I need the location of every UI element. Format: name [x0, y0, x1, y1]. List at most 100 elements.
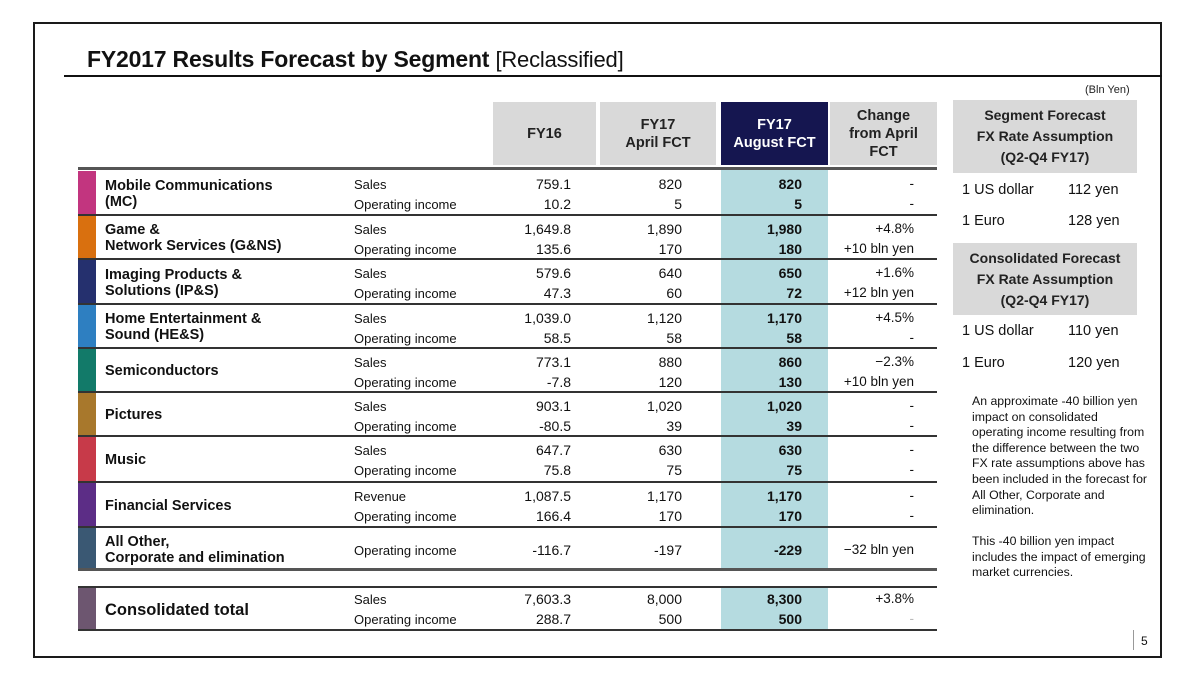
- cell-chg: -: [909, 442, 915, 457]
- page-title: FY2017 Results Forecast by Segment [Recl…: [87, 46, 624, 73]
- cell-fy16: 1,039.0: [524, 310, 571, 326]
- segment-name: Semiconductors: [105, 349, 219, 393]
- cell-fy16: 1,649.8: [524, 221, 571, 237]
- metric-label: Sales: [354, 266, 387, 281]
- column-header-change: Change from April FCT: [830, 102, 937, 165]
- row-divider: [78, 303, 937, 305]
- table-row: Sales 1,039.0 1,120 1,170 +4.5%: [78, 307, 937, 329]
- table-row: Operating income 135.6 170 180 +10 bln yen: [78, 238, 937, 260]
- fx-header-line: (Q2-Q4 FY17): [1000, 149, 1090, 165]
- table-row: Operating income 58.5 58 58 -: [78, 327, 937, 349]
- metric-label: Operating income: [354, 197, 457, 212]
- cell-fy16: 773.1: [535, 354, 571, 370]
- table-row: Operating income 166.4 170 170 -: [78, 505, 937, 527]
- currency-label: 1 US dollar: [962, 182, 1034, 198]
- currency-label: 1 Euro: [962, 355, 1005, 371]
- segment-name-line: Semiconductors: [105, 363, 219, 379]
- cell-fy16: 1,087.5: [524, 488, 571, 504]
- metric-label: Operating income: [354, 242, 457, 257]
- cell-fy16: -7.8: [546, 374, 571, 390]
- cell-fy16: 903.1: [535, 398, 571, 414]
- segment-name: Financial Services: [105, 483, 232, 528]
- cell-chg: -: [909, 508, 915, 523]
- cell-fy16: 647.7: [535, 442, 571, 458]
- table-row: Operating income 75.8 75 75 -: [78, 459, 937, 481]
- table-row: Operating income -80.5 39 39 -: [78, 415, 937, 437]
- segment-name: Imaging Products & Solutions (IP&S): [105, 260, 242, 305]
- cell-apr: 5: [674, 196, 682, 212]
- table-row: Sales 759.1 820 820 -: [78, 173, 937, 195]
- column-header-label: from April: [849, 125, 918, 142]
- metric-label: Operating income: [354, 463, 457, 478]
- segment-color-stripe: [78, 349, 96, 393]
- header-rule: [78, 167, 937, 170]
- segment-row: All Other, Corporate and elimination Opera…: [78, 528, 937, 571]
- emerging-markets-note: This -40 billion yen impact includes the…: [972, 534, 1146, 580]
- segment-color-stripe: [78, 171, 96, 216]
- metric-label: Sales: [354, 222, 387, 237]
- fx-header-line: FX Rate Assumption: [976, 128, 1114, 144]
- column-header-label: Change: [856, 107, 911, 124]
- cell-apr: 500: [658, 611, 682, 627]
- table-row: Sales 1,649.8 1,890 1,980 +4.8%: [78, 218, 937, 240]
- metric-label: Operating income: [354, 375, 457, 390]
- cell-chg: +10 bln yen: [843, 374, 914, 389]
- cell-aug: 1,980: [766, 221, 802, 237]
- cell-apr: 60: [666, 285, 682, 301]
- cell-apr: 39: [666, 418, 682, 434]
- cell-aug: 860: [778, 354, 802, 370]
- cell-chg: −2.3%: [875, 354, 914, 369]
- column-header-label: FY17: [757, 116, 792, 133]
- cell-fy16: 759.1: [535, 176, 571, 192]
- rate-value: 128 yen: [1068, 213, 1120, 229]
- column-header-label: FCT: [869, 143, 898, 160]
- segment-row: Mobile Communications (MC) Sales 759.1 820 82…: [78, 171, 937, 216]
- cell-aug: -229: [773, 542, 802, 558]
- column-header-label: FY17: [640, 116, 676, 133]
- segment-name-line: Music: [105, 452, 147, 468]
- currency-label: 1 Euro: [962, 213, 1005, 229]
- cell-chg: +4.5%: [875, 310, 914, 325]
- metric-label: Sales: [354, 177, 387, 192]
- column-header-april-fct: FY17 April FCT: [600, 102, 716, 165]
- segment-name-line: Pictures: [105, 407, 163, 423]
- segment-row: Home Entertainment & Sound (HE&S) Sales 1,0…: [78, 305, 937, 349]
- cell-aug: 8,300: [766, 591, 802, 607]
- segment-row: Financial Services Revenue 1,087.5 1,170 1,1…: [78, 483, 937, 528]
- cell-aug: 650: [778, 265, 802, 281]
- segment-name-line: Financial Services: [105, 497, 232, 514]
- row-divider: [78, 629, 937, 631]
- total-top-rule: [78, 586, 937, 588]
- rate-value: 120 yen: [1068, 355, 1120, 371]
- segment-name: Pictures: [105, 393, 162, 437]
- metric-label: Operating income: [354, 286, 457, 301]
- cell-fy16: 166.4: [535, 508, 571, 524]
- cell-fy16: 579.6: [535, 265, 571, 281]
- august-fct-highlight-band: [721, 170, 828, 630]
- segment-color-stripe: [78, 393, 96, 437]
- row-divider: [78, 435, 937, 437]
- cell-aug: 630: [778, 442, 802, 458]
- metric-label: Operating income: [354, 509, 457, 524]
- cell-fy16: 58.5: [543, 330, 571, 346]
- segment-color-stripe: [78, 528, 96, 571]
- metric-label: Operating income: [354, 543, 457, 558]
- segment-name-line: Imaging Products &: [105, 266, 242, 283]
- cell-fy16: 135.6: [535, 241, 571, 257]
- cell-chg: +10 bln yen: [843, 241, 914, 256]
- cell-apr: 630: [658, 442, 682, 458]
- segment-color-stripe: [78, 483, 96, 528]
- segment-name-line: Mobile Communications: [105, 177, 273, 194]
- cell-chg: -: [909, 398, 915, 413]
- cell-aug: 820: [778, 176, 802, 192]
- cell-aug: 130: [778, 374, 802, 390]
- cell-apr: 1,120: [646, 310, 682, 326]
- table-row: Sales 903.1 1,020 1,020 -: [78, 395, 937, 417]
- table-row: Revenue 1,087.5 1,170 1,170 -: [78, 485, 937, 507]
- cell-aug: 39: [786, 418, 802, 434]
- consolidated-fx-header: Consolidated Forecast FX Rate Assumption (…: [953, 243, 1137, 315]
- row-divider: [78, 526, 937, 528]
- fx-impact-note: An approximate -40 billion yen impact on…: [972, 394, 1148, 518]
- segment-name-line: Home Entertainment &: [105, 311, 262, 327]
- segment-row: Pictures Sales 903.1 1,020 1,020- Operating i…: [78, 393, 937, 437]
